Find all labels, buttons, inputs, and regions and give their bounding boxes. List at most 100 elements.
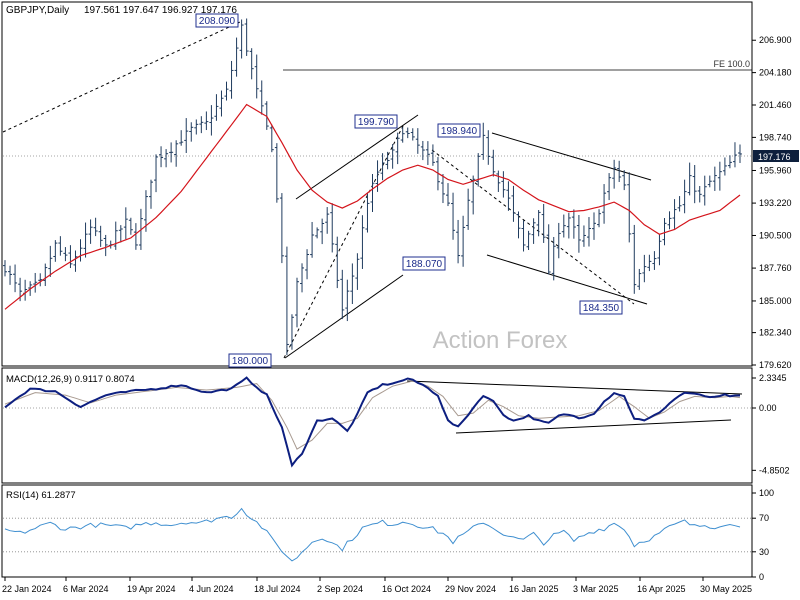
date-tick-label: 3 Mar 2025	[573, 584, 619, 594]
candles	[3, 18, 742, 356]
candle	[707, 175, 712, 188]
swing-label: 208.090	[195, 13, 239, 28]
macd-triangle-lower	[455, 419, 732, 434]
candle	[506, 181, 511, 211]
candle	[738, 144, 742, 164]
candle	[612, 159, 617, 189]
macd-tick-label: -4.8502	[759, 465, 790, 475]
candle	[597, 209, 602, 228]
candle	[224, 81, 229, 101]
svg-text:198.940: 198.940	[441, 126, 478, 137]
candle	[602, 184, 607, 224]
candle	[672, 199, 677, 229]
last-price-tag	[753, 150, 799, 162]
candle	[199, 116, 204, 134]
swing-label: 180.000	[228, 353, 272, 368]
price-tick-label: 206.900	[759, 35, 792, 45]
candle	[632, 224, 637, 294]
rsi-line	[4, 507, 741, 562]
candle	[400, 127, 405, 143]
candle	[491, 149, 496, 177]
candle	[234, 37, 239, 77]
candle	[148, 179, 153, 209]
candle	[360, 215, 365, 269]
watermark: Action Forex	[433, 327, 568, 354]
price-tick-label: 193.220	[759, 198, 792, 208]
candle	[239, 19, 244, 59]
candle	[385, 151, 390, 170]
price-tick-label: 198.740	[759, 132, 792, 142]
date-tick-label: 16 Jan 2025	[509, 584, 559, 594]
candle	[647, 254, 652, 272]
candle	[143, 190, 148, 232]
candle	[43, 263, 48, 287]
price-tick-label: 201.460	[759, 100, 792, 110]
channel-upper-line	[295, 114, 419, 200]
price-tick-label: 185.000	[759, 296, 792, 306]
candle	[73, 250, 78, 272]
candle	[617, 160, 622, 182]
candle	[571, 209, 576, 239]
candle	[219, 90, 224, 117]
candle	[184, 118, 189, 154]
candle	[390, 144, 395, 169]
falling-channel-upper	[491, 132, 652, 181]
candle	[33, 272, 38, 293]
candle	[48, 245, 53, 277]
candle	[576, 215, 581, 253]
candle	[365, 192, 370, 233]
candle	[516, 211, 521, 239]
moving-average-line	[4, 103, 741, 310]
candle	[486, 130, 491, 165]
macd-line	[4, 376, 740, 468]
candle	[405, 127, 410, 139]
symbol-label: GBPJPY,Daily	[6, 5, 69, 16]
candle	[677, 196, 682, 212]
price-tick-label: 187.760	[759, 263, 792, 273]
candle	[461, 215, 466, 267]
candle	[118, 225, 123, 243]
candle	[380, 153, 385, 181]
candle	[642, 254, 647, 283]
candle	[350, 263, 355, 304]
candle	[521, 220, 526, 252]
date-tick-label: 16 Apr 2025	[637, 584, 686, 594]
candle	[581, 225, 586, 247]
price-tick-label: 204.180	[759, 68, 792, 78]
date-tick-label: 4 Jun 2024	[189, 584, 234, 594]
candle	[209, 105, 214, 136]
date-tick-label: 22 Jan 2024	[2, 584, 52, 594]
candle	[254, 54, 259, 99]
swing-label: 184.350	[579, 300, 623, 315]
candle	[159, 146, 164, 168]
candle	[526, 230, 531, 250]
candle	[586, 217, 591, 247]
candle	[154, 154, 159, 193]
candle	[440, 174, 445, 204]
svg-text:208.090: 208.090	[199, 16, 236, 27]
rsi-tick-label: 0	[759, 572, 764, 582]
candle	[702, 175, 707, 206]
candle	[501, 171, 506, 198]
candle	[622, 170, 627, 191]
candle	[128, 217, 133, 235]
price-tick-label: 182.340	[759, 328, 792, 338]
candle	[8, 265, 13, 285]
candle	[58, 236, 63, 256]
candle	[627, 172, 632, 243]
candle	[682, 179, 687, 214]
candle	[174, 140, 179, 167]
date-tick-label: 16 Oct 2024	[382, 584, 431, 594]
date-tick-label: 6 Mar 2024	[63, 584, 109, 594]
candle	[164, 149, 169, 168]
candle	[727, 155, 732, 169]
candle	[657, 234, 662, 266]
candle	[410, 128, 415, 141]
candle	[169, 142, 174, 163]
candle	[315, 227, 320, 239]
rsi-tick-label: 30	[759, 547, 769, 557]
svg-text:184.350: 184.350	[583, 303, 620, 314]
candle	[133, 223, 138, 250]
date-tick-label: 19 Apr 2024	[127, 584, 176, 594]
